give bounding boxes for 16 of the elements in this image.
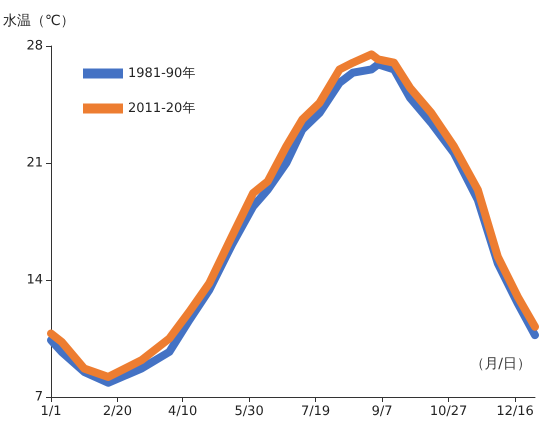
y-tick-label: 14	[26, 272, 43, 288]
legend-label: 1981-90年	[128, 66, 196, 81]
x-tick-label: 1/1	[40, 404, 62, 419]
x-tick-label: 7/19	[301, 404, 330, 419]
x-tick-label: 9/7	[372, 404, 393, 419]
legend-label: 2011-20年	[128, 101, 196, 116]
y-tick-label: 21	[26, 156, 43, 170]
y-tick-label: 7	[34, 390, 43, 404]
x-tick-label: 12/16	[496, 404, 534, 419]
x-tick-label: 10/27	[430, 404, 468, 419]
y-axis-title: 水温（℃）	[3, 13, 75, 29]
x-tick-label: 2/20	[102, 404, 132, 419]
x-tick-label: 5/30	[234, 404, 264, 419]
y-tick-label: 28	[26, 38, 43, 54]
x-tick-label: 4/10	[168, 404, 198, 419]
x-axis-title: （月/日）	[470, 356, 531, 372]
